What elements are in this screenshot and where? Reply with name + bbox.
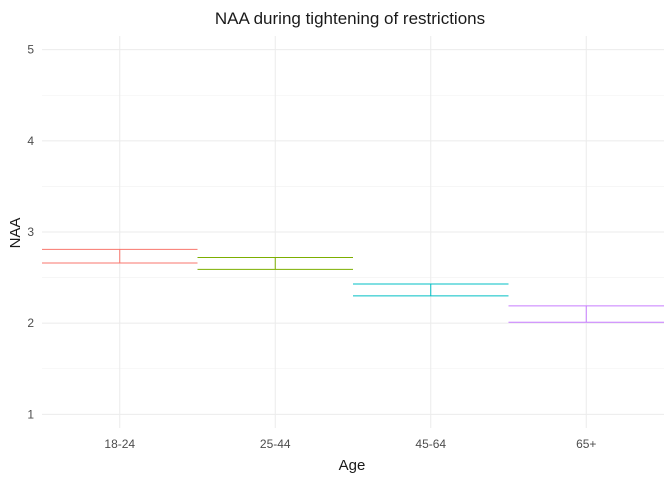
x-axis-title: Age	[339, 457, 366, 474]
y-tick-label: 4	[27, 134, 34, 148]
errorbar-45-64	[353, 283, 509, 297]
x-tick-label: 65+	[576, 437, 596, 451]
grid-lines	[42, 36, 664, 428]
y-tick-label: 5	[27, 43, 34, 57]
y-tick-label: 1	[27, 407, 34, 421]
chart-title: NAA during tightening of restrictions	[215, 9, 485, 28]
x-tick-label: 25-44	[260, 437, 291, 451]
errorbar-65+	[508, 305, 664, 323]
x-tick-label: 18-24	[104, 437, 135, 451]
y-tick-labels: 1 2 3 4 5	[27, 43, 34, 422]
y-tick-label: 2	[27, 316, 34, 330]
error-bars	[42, 248, 664, 323]
errorbar-25-44	[197, 257, 353, 270]
errorbar-18-24	[42, 248, 198, 264]
y-axis-title: NAA	[7, 218, 24, 249]
x-tick-labels: 18-24 25-44 45-64 65+	[104, 437, 596, 451]
x-tick-label: 45-64	[415, 437, 446, 451]
y-tick-label: 3	[27, 225, 34, 239]
